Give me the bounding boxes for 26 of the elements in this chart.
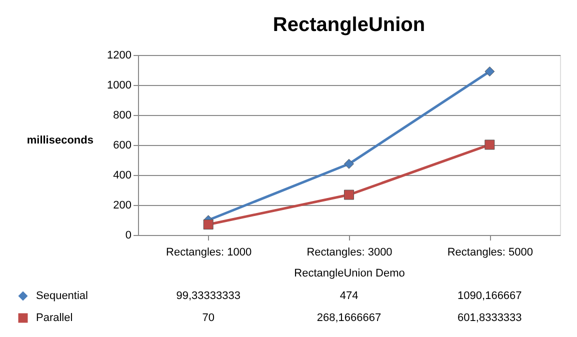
legend-label: Sequential <box>36 290 88 302</box>
x-tick-label: Rectangles: 3000 <box>306 246 392 258</box>
data-label: 474 <box>340 290 358 302</box>
point <box>344 190 354 200</box>
point <box>203 220 214 230</box>
point <box>484 66 495 76</box>
y-tick-label: 200 <box>113 200 132 212</box>
data-label: 99,33333333 <box>176 290 240 302</box>
data-label: 1090,166667 <box>458 290 522 302</box>
data-label: 601,8333333 <box>458 312 522 324</box>
x-tick-label: Rectangles: 1000 <box>166 246 252 258</box>
y-tick-label: 600 <box>113 140 132 152</box>
point <box>484 140 495 150</box>
x-axis-title: RectangleUnion Demo <box>294 268 405 280</box>
y-tick-label: 1200 <box>107 50 132 62</box>
legend-label: Parallel <box>36 312 73 324</box>
y-tick-label: 0 <box>125 230 132 242</box>
y-tick-label: 400 <box>113 170 132 182</box>
y-axis-title: milliseconds <box>26 134 94 146</box>
x-tick-label: Rectangles: 5000 <box>447 246 533 258</box>
y-tick-label: 800 <box>113 110 132 122</box>
data-label: 70 <box>202 312 214 324</box>
chart-title: RectangleUnion <box>272 14 426 36</box>
point <box>344 158 354 169</box>
y-tick-label: 1000 <box>107 80 132 92</box>
data-label: 268,1666667 <box>316 312 382 324</box>
